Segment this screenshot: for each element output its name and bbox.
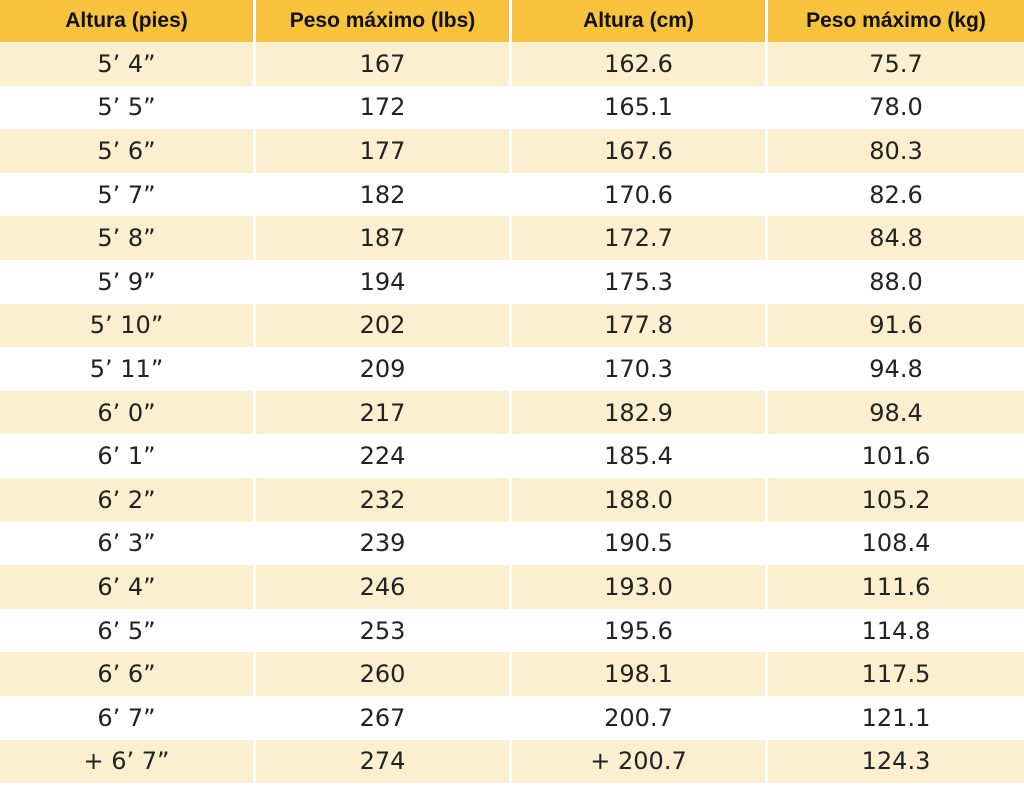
table-row: 5’ 7” 182 170.6 82.6: [0, 172, 1024, 217]
cell-max-weight-lbs: 177: [256, 129, 512, 173]
table-row: 6’ 0” 217 182.9 98.4: [0, 390, 1024, 435]
table-row: 6’ 4” 246 193.0 111.6: [0, 565, 1024, 609]
cell-height-cm: 167.6: [512, 129, 768, 173]
cell-max-weight-lbs: 167: [256, 42, 512, 86]
cell-height-cm: 195.6: [512, 608, 768, 653]
cell-height-feet: + 6’ 7”: [0, 739, 256, 784]
table-row: 5’ 10” 202 177.8 91.6: [0, 303, 1024, 348]
cell-max-weight-kg: 78.0: [768, 85, 1024, 130]
table-row: 6’ 7” 267 200.7 121.1: [0, 695, 1024, 740]
cell-height-feet: 5’ 5”: [0, 85, 256, 130]
table-row: 6’ 6” 260 198.1 117.5: [0, 652, 1024, 696]
table-row: 5’ 9” 194 175.3 88.0: [0, 259, 1024, 304]
header-row: Altura (pies) Peso máximo (lbs) Altura (…: [0, 0, 1024, 42]
cell-height-feet: 5’ 4”: [0, 42, 256, 86]
cell-max-weight-kg: 101.6: [768, 434, 1024, 478]
cell-max-weight-kg: 94.8: [768, 347, 1024, 391]
cell-height-feet: 6’ 5”: [0, 608, 256, 653]
cell-max-weight-lbs: 172: [256, 85, 512, 130]
cell-max-weight-kg: 114.8: [768, 608, 1024, 653]
cell-height-feet: 5’ 9”: [0, 259, 256, 304]
cell-max-weight-kg: 75.7: [768, 42, 1024, 86]
cell-max-weight-kg: 105.2: [768, 477, 1024, 522]
table-row: 5’ 4” 167 162.6 75.7: [0, 42, 1024, 86]
cell-height-cm: 162.6: [512, 42, 768, 86]
cell-height-feet: 5’ 11”: [0, 347, 256, 391]
header-max-weight-lbs: Peso máximo (lbs): [256, 0, 512, 42]
cell-height-cm: 193.0: [512, 565, 768, 609]
cell-height-feet: 6’ 2”: [0, 477, 256, 522]
table-row: 6’ 5” 253 195.6 114.8: [0, 608, 1024, 653]
cell-height-feet: 5’ 10”: [0, 303, 256, 348]
cell-height-feet: 5’ 8”: [0, 216, 256, 260]
cell-max-weight-lbs: 187: [256, 216, 512, 260]
cell-height-cm: 172.7: [512, 216, 768, 260]
cell-max-weight-kg: 88.0: [768, 259, 1024, 304]
cell-max-weight-kg: 111.6: [768, 565, 1024, 609]
cell-height-cm: 188.0: [512, 477, 768, 522]
cell-max-weight-kg: 124.3: [768, 739, 1024, 784]
header-height-feet: Altura (pies): [0, 0, 256, 42]
cell-max-weight-lbs: 267: [256, 695, 512, 740]
cell-max-weight-lbs: 239: [256, 521, 512, 566]
table-row: + 6’ 7” 274 + 200.7 124.3: [0, 739, 1024, 784]
cell-max-weight-kg: 98.4: [768, 390, 1024, 435]
cell-max-weight-lbs: 260: [256, 652, 512, 696]
cell-max-weight-kg: 117.5: [768, 652, 1024, 696]
cell-max-weight-lbs: 224: [256, 434, 512, 478]
cell-height-cm: 185.4: [512, 434, 768, 478]
table-row: 6’ 2” 232 188.0 105.2: [0, 477, 1024, 522]
cell-height-cm: 170.6: [512, 172, 768, 217]
cell-max-weight-lbs: 182: [256, 172, 512, 217]
cell-max-weight-kg: 82.6: [768, 172, 1024, 217]
cell-height-cm: + 200.7: [512, 739, 768, 784]
table-row: 5’ 5” 172 165.1 78.0: [0, 85, 1024, 130]
header-height-cm: Altura (cm): [512, 0, 768, 42]
cell-height-cm: 165.1: [512, 85, 768, 130]
cell-max-weight-lbs: 217: [256, 390, 512, 435]
cell-max-weight-kg: 91.6: [768, 303, 1024, 348]
table-row: 6’ 3” 239 190.5 108.4: [0, 521, 1024, 566]
cell-height-cm: 175.3: [512, 259, 768, 304]
table-row: 5’ 6” 177 167.6 80.3: [0, 129, 1024, 173]
cell-height-cm: 177.8: [512, 303, 768, 348]
cell-max-weight-kg: 80.3: [768, 129, 1024, 173]
cell-height-cm: 198.1: [512, 652, 768, 696]
cell-height-feet: 6’ 3”: [0, 521, 256, 566]
table-body: 5’ 4” 167 162.6 75.7 5’ 5” 172 165.1 78.0 5’ 6” 1…: [0, 42, 1024, 784]
cell-height-feet: 6’ 4”: [0, 565, 256, 609]
cell-height-feet: 6’ 6”: [0, 652, 256, 696]
cell-height-cm: 182.9: [512, 390, 768, 435]
cell-height-cm: 170.3: [512, 347, 768, 391]
header-max-weight-kg: Peso máximo (kg): [768, 0, 1024, 42]
cell-height-feet: 6’ 7”: [0, 695, 256, 740]
cell-max-weight-lbs: 202: [256, 303, 512, 348]
cell-max-weight-kg: 84.8: [768, 216, 1024, 260]
table-header: Altura (pies) Peso máximo (lbs) Altura (…: [0, 0, 1024, 42]
table-row: 5’ 8” 187 172.7 84.8: [0, 216, 1024, 260]
cell-height-feet: 6’ 0”: [0, 390, 256, 435]
cell-max-weight-lbs: 246: [256, 565, 512, 609]
cell-height-feet: 6’ 1”: [0, 434, 256, 478]
cell-height-feet: 5’ 6”: [0, 129, 256, 173]
cell-max-weight-lbs: 253: [256, 608, 512, 653]
cell-height-cm: 200.7: [512, 695, 768, 740]
cell-max-weight-lbs: 194: [256, 259, 512, 304]
cell-max-weight-lbs: 209: [256, 347, 512, 391]
cell-max-weight-kg: 108.4: [768, 521, 1024, 566]
cell-height-cm: 190.5: [512, 521, 768, 566]
cell-height-feet: 5’ 7”: [0, 172, 256, 217]
cell-max-weight-kg: 121.1: [768, 695, 1024, 740]
table-row: 5’ 11” 209 170.3 94.8: [0, 347, 1024, 391]
cell-max-weight-lbs: 232: [256, 477, 512, 522]
cell-max-weight-lbs: 274: [256, 739, 512, 784]
table-row: 6’ 1” 224 185.4 101.6: [0, 434, 1024, 478]
